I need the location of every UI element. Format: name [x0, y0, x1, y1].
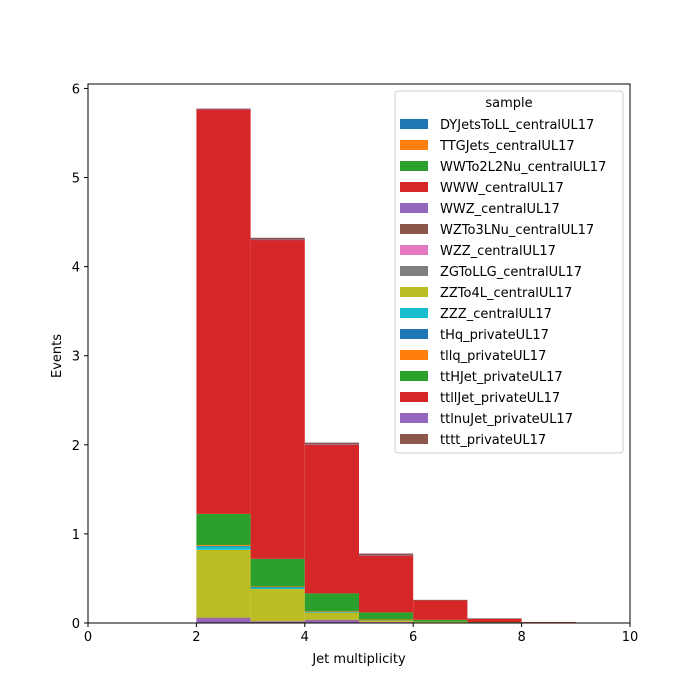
- bar-ttHJet_privateUL17-bin-4: [304, 593, 359, 612]
- legend-label: ZZZ_centralUL17: [440, 307, 552, 322]
- y-tick-label: 1: [72, 528, 80, 543]
- bar-ttllJet_privateUL17-bin-4: [304, 444, 359, 594]
- bar-ttlnuJet_privateUL17-bin-2: [196, 109, 251, 110]
- legend-swatch: [400, 161, 428, 171]
- bar-ZZZ_centralUL17-bin-2: [196, 546, 251, 550]
- bar-ZGToLLG_centralUL17-bin-4: [304, 619, 359, 621]
- x-tick-label: 10: [622, 630, 639, 645]
- x-tick-label: 0: [84, 630, 92, 645]
- bar-tllq_privateUL17-bin-4: [304, 611, 359, 612]
- bar-ZGToLLG_centralUL17-bin-2: [196, 617, 251, 619]
- bar-tttt_privateUL17-bin-5: [359, 553, 414, 556]
- legend-label: ttllJet_privateUL17: [440, 391, 560, 406]
- legend-label: tllq_privateUL17: [440, 349, 546, 364]
- bar-ttHJet_privateUL17-bin-6: [413, 619, 468, 622]
- legend-swatch: [400, 140, 428, 150]
- legend-swatch: [400, 203, 428, 213]
- bar-WWZ_centralUL17-bin-2: [196, 618, 251, 623]
- x-tick-label: 8: [517, 630, 525, 645]
- legend-label: WWZ_centralUL17: [440, 202, 560, 217]
- x-tick-label: 2: [192, 630, 200, 645]
- legend-swatch: [400, 182, 428, 192]
- legend-label: ttHJet_privateUL17: [440, 370, 563, 385]
- legend-swatch: [400, 329, 428, 339]
- bar-ttHJet_privateUL17-bin-5: [359, 612, 414, 620]
- legend-label: ttlnuJet_privateUL17: [440, 412, 573, 427]
- legend-label: WZZ_centralUL17: [440, 244, 556, 259]
- legend-swatch: [400, 266, 428, 276]
- legend-swatch: [400, 224, 428, 234]
- legend-label: ZGToLLG_centralUL17: [440, 265, 582, 280]
- bar-ZZTo4L_centralUL17-bin-3: [250, 589, 305, 622]
- y-tick-label: 6: [72, 82, 80, 97]
- legend: sample DYJetsToLL_centralUL17 TTGJets_cen…: [394, 90, 624, 454]
- bar-ZZTo4L_centralUL17-bin-6: [413, 621, 468, 623]
- legend-swatch: [400, 119, 428, 129]
- y-tick-label: 0: [72, 617, 80, 632]
- y-tick-label: 2: [72, 439, 80, 454]
- legend-swatch: [400, 413, 428, 423]
- legend-label: TTGJets_centralUL17: [439, 139, 575, 154]
- bar-ttlnuJet_privateUL17-bin-4: [304, 444, 359, 445]
- bar-tttt_privateUL17-bin-3: [250, 237, 305, 240]
- bar-ttllJet_privateUL17-bin-6: [413, 600, 468, 620]
- bar-tttt_privateUL17-bin-2: [196, 108, 251, 110]
- bar-tHq_privateUL17-bin-3: [250, 587, 305, 588]
- legend-label: WWW_centralUL17: [440, 181, 564, 196]
- bar-ZZTo4L_centralUL17-bin-4: [304, 612, 359, 620]
- bar-ZZZ_centralUL17-bin-3: [250, 587, 305, 590]
- legend-label: ZZTo4L_centralUL17: [440, 286, 572, 301]
- plot-frame: [87, 83, 631, 624]
- y-tick-label: 3: [72, 350, 80, 365]
- legend-items: DYJetsToLL_centralUL17 TTGJets_centralUL1…: [400, 118, 606, 448]
- bar-ttllJet_privateUL17-bin-2: [196, 109, 251, 514]
- legend-swatch: [400, 350, 428, 360]
- legend-swatch: [400, 245, 428, 255]
- y-tick-label: 5: [72, 172, 80, 187]
- legend-box: [394, 90, 624, 454]
- bar-tHq_privateUL17-bin-2: [196, 545, 251, 547]
- y-axis-label: Events: [50, 334, 65, 378]
- bar-ZZTo4L_centralUL17-bin-5: [359, 620, 414, 622]
- bar-tttt_privateUL17-bin-7: [467, 618, 522, 619]
- bar-ZGToLLG_centralUL17-bin-3: [250, 621, 305, 622]
- bar-WZZ_centralUL17-bin-5: [359, 621, 414, 623]
- y-axis-ticks: 0 1 2 3 4 5 6: [72, 82, 88, 632]
- bar-tllq_privateUL17-bin-2: [196, 545, 251, 546]
- legend-swatch: [400, 308, 428, 318]
- legend-label: DYJetsToLL_centralUL17: [440, 118, 594, 133]
- stacked-bars: [196, 108, 576, 624]
- bar-ttllJet_privateUL17-bin-7: [467, 618, 522, 623]
- bar-WWZ_centralUL17-bin-4: [304, 620, 359, 623]
- x-tick-label: 4: [301, 630, 309, 645]
- x-axis-label: Jet multiplicity: [311, 652, 406, 667]
- legend-swatch: [400, 392, 428, 402]
- bar-ttllJet_privateUL17-bin-3: [250, 239, 305, 559]
- bar-tttt_privateUL17-bin-4: [304, 442, 359, 445]
- legend-swatch: [400, 371, 428, 381]
- legend-label: tttt_privateUL17: [440, 433, 546, 448]
- bar-ttllJet_privateUL17-bin-5: [359, 555, 414, 613]
- legend-swatch: [400, 434, 428, 444]
- bar-ttHJet_privateUL17-bin-3: [250, 558, 305, 587]
- legend-title: sample: [485, 96, 532, 111]
- bar-ZZZ_centralUL17-bin-4: [304, 611, 359, 613]
- legend-label: WWTo2L2Nu_centralUL17: [440, 160, 606, 175]
- bar-ttlnuJet_privateUL17-bin-5: [359, 555, 414, 556]
- bar-tllq_privateUL17-bin-5: [359, 619, 414, 621]
- bar-ttlnuJet_privateUL17-bin-3: [250, 239, 305, 241]
- bar-ttHJet_privateUL17-bin-2: [196, 513, 251, 546]
- legend-label: WZTo3LNu_centralUL17: [440, 223, 594, 238]
- bar-tttt_privateUL17-bin-6: [413, 599, 468, 601]
- bar-ZZTo4L_centralUL17-bin-2: [196, 549, 251, 618]
- y-tick-label: 4: [72, 261, 80, 276]
- legend-label: tHq_privateUL17: [440, 328, 549, 343]
- legend-swatch: [400, 287, 428, 297]
- x-axis-ticks: 0 2 4 6 8 10: [84, 623, 638, 645]
- bar-WWZ_centralUL17-bin-3: [250, 622, 305, 623]
- bar-tllq_privateUL17-bin-3: [250, 586, 305, 588]
- x-tick-label: 6: [409, 630, 417, 645]
